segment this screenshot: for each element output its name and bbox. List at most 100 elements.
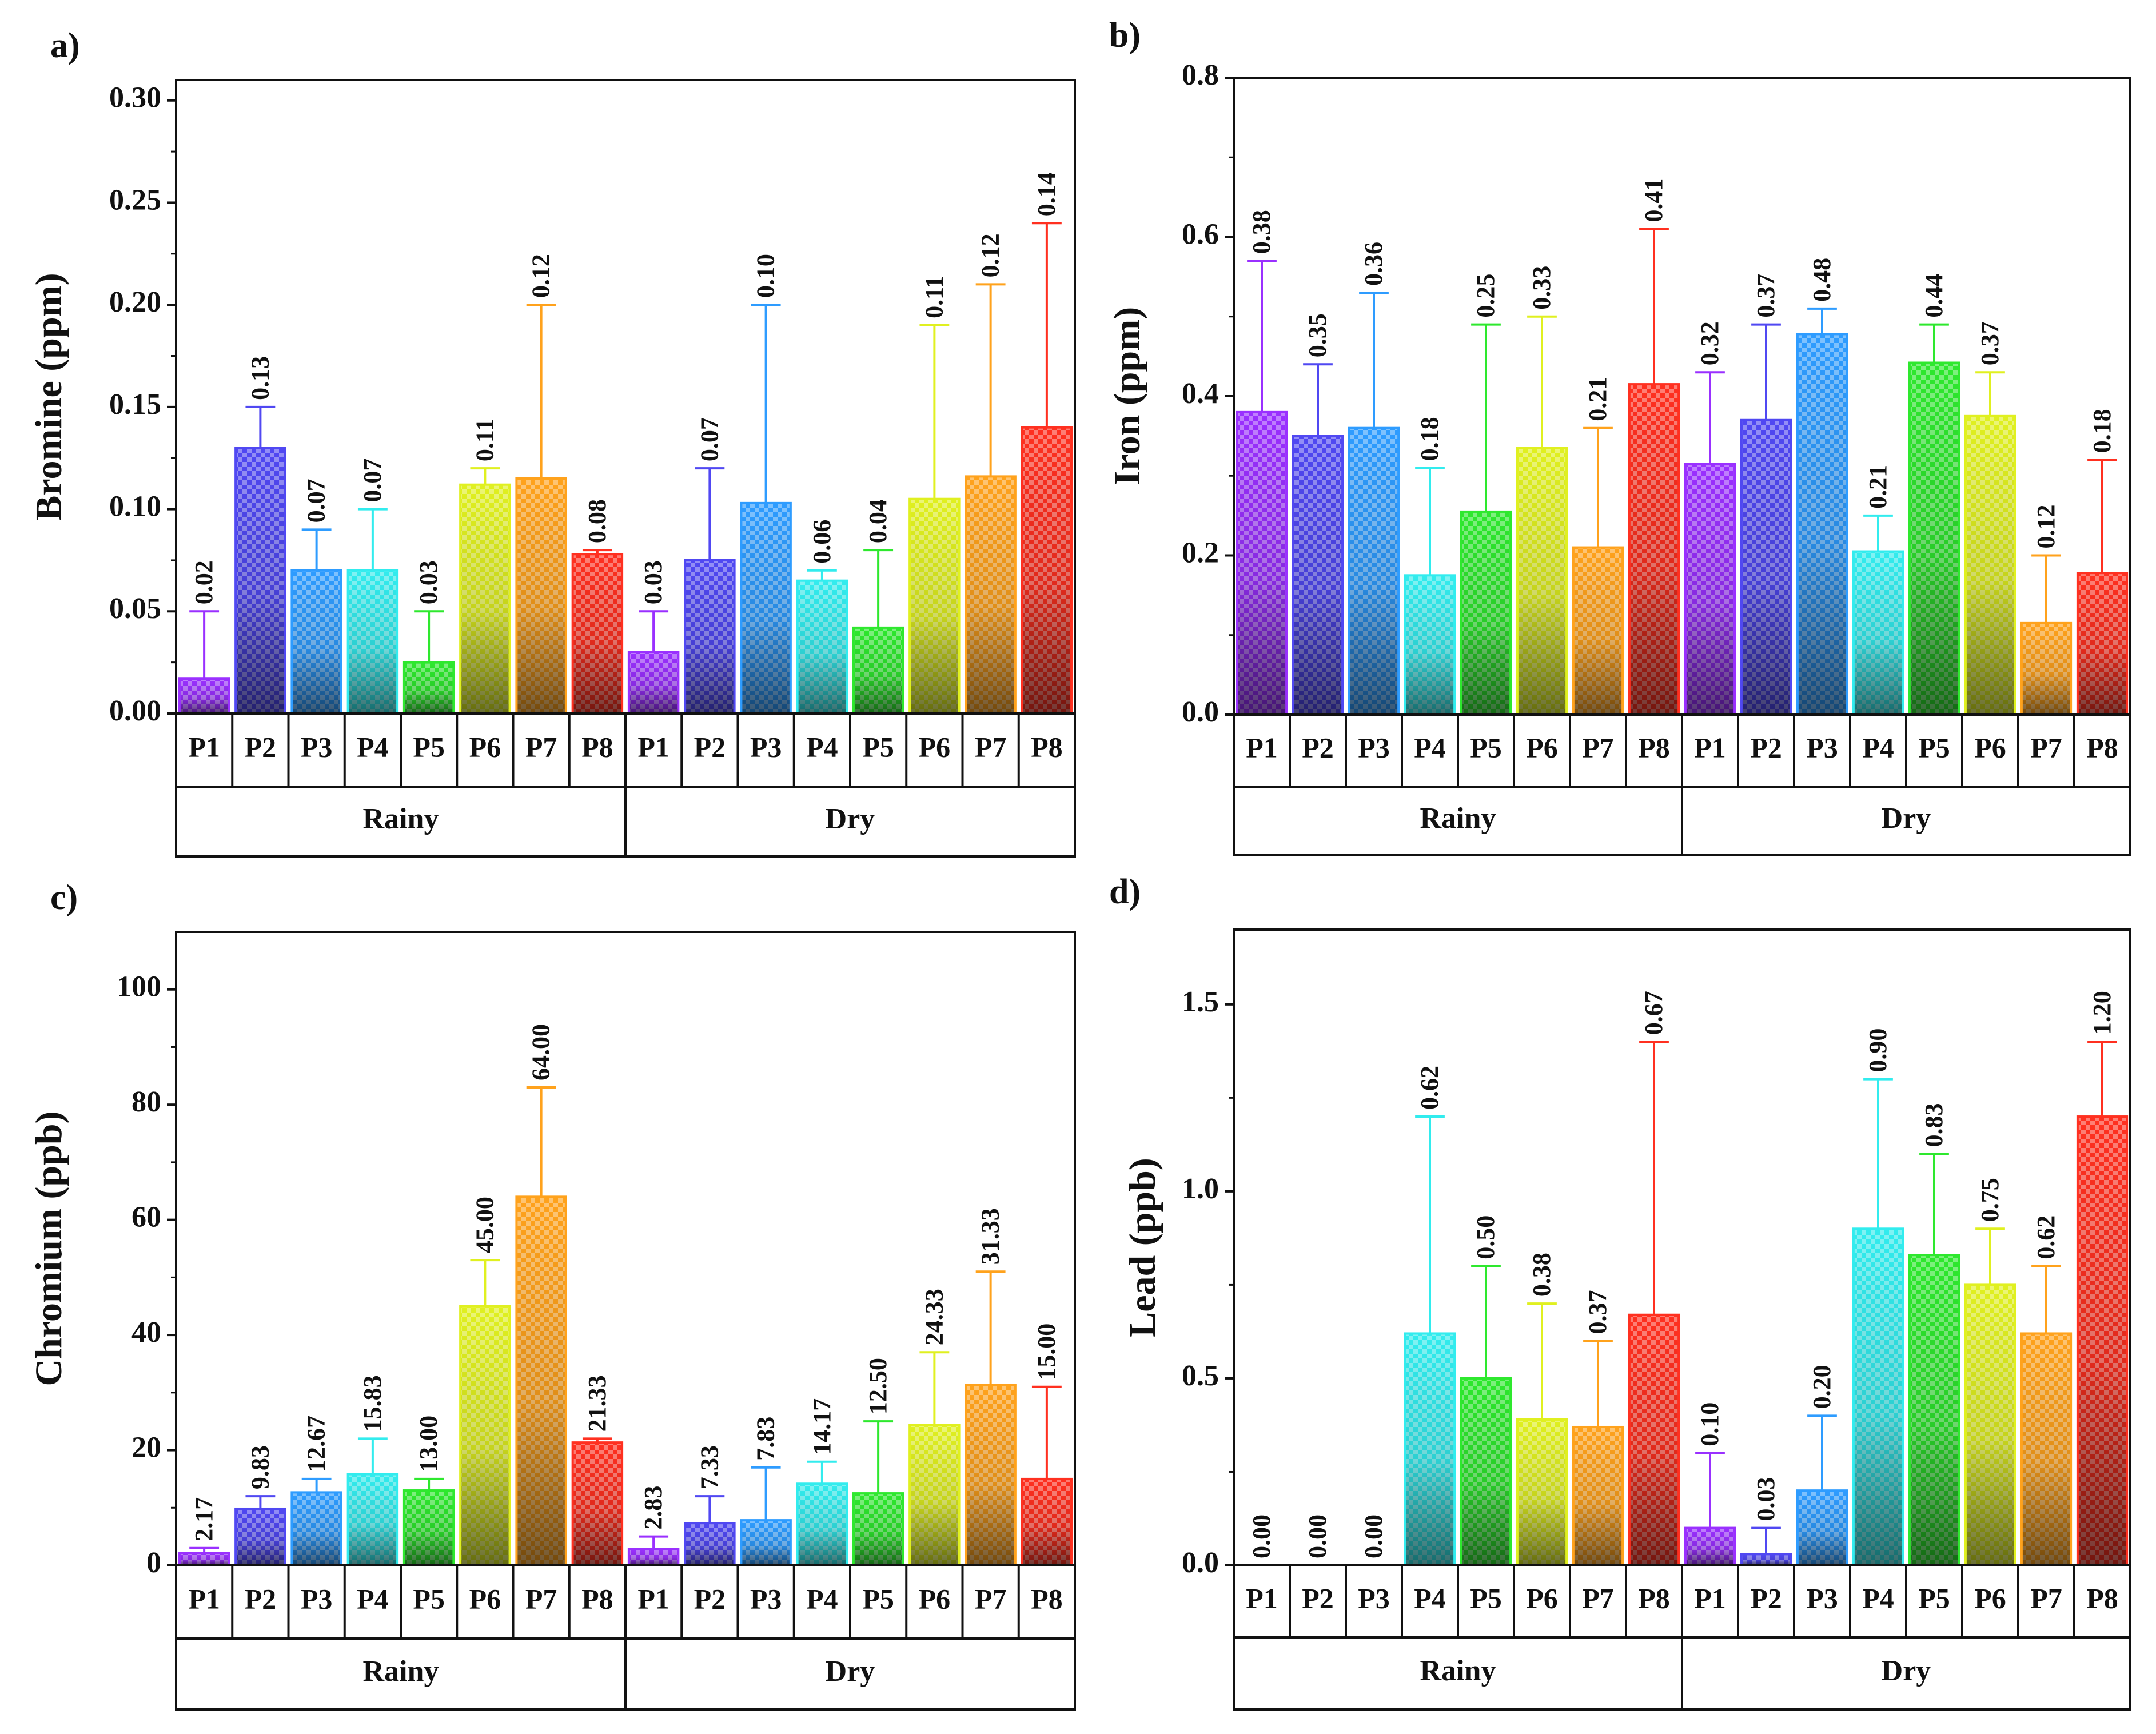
data-label: 45.00 (471, 1197, 499, 1253)
bar-shade-dry-p3 (740, 1519, 792, 1567)
y-tick-label: 0.5 (1182, 1360, 1219, 1392)
bar-shade-rainy-p6 (1516, 1418, 1568, 1566)
x-category-label: P8 (581, 731, 613, 763)
data-label: 0.35 (1304, 313, 1332, 357)
bar-shade-dry-p5 (852, 626, 904, 715)
panel-c: c) Chromium (ppb) 0 20 40 60 80 100 2.17 P1 9.83 P2… (28, 878, 1076, 1711)
bar-shade-rainy-p5 (402, 1489, 455, 1566)
y-tick-label: 60 (131, 1201, 161, 1234)
data-label: 0.04 (864, 499, 892, 543)
panel-b: b) Iron (ppm) 0.0 0.2 0.4 0.6 0.8 0.38 P1 0.35 P2 0… (1106, 16, 2131, 856)
bar-shade-dry-p1 (627, 1548, 680, 1566)
x-category-label: P5 (1470, 731, 1502, 763)
y-tick-label: 0 (146, 1546, 161, 1579)
data-label: 0.37 (1584, 1290, 1612, 1334)
data-label: 0.37 (1976, 321, 2004, 365)
y-tick-label: 0.05 (109, 592, 161, 625)
data-label: 1.20 (2088, 991, 2116, 1035)
x-category-label: P7 (1582, 1582, 1614, 1614)
y-tick-label: 0.20 (109, 286, 161, 318)
bar-shade-dry-p6 (1964, 1283, 2016, 1567)
x-category-label: P4 (1862, 731, 1894, 763)
bar-shade-dry-p3 (1796, 333, 1848, 716)
data-label: 15.83 (358, 1375, 386, 1432)
panel-letter: a) (50, 26, 80, 65)
x-category-label: P1 (1246, 731, 1278, 763)
x-category-label: P4 (357, 1582, 389, 1615)
x-category-label: P8 (1031, 1582, 1063, 1615)
bar-shade-rainy-p1 (178, 1552, 230, 1566)
data-label: 0.67 (1640, 991, 1668, 1035)
data-label: 0.07 (695, 417, 723, 461)
x-category-label: P7 (525, 731, 557, 763)
data-label: 0.10 (752, 254, 780, 298)
bar-shade-rainy-p7 (1572, 546, 1624, 716)
y-tick-label: 0.30 (109, 82, 161, 114)
data-label: 21.33 (583, 1375, 611, 1432)
x-category-label: P2 (1750, 1582, 1782, 1614)
bar-shade-dry-p4 (796, 579, 848, 715)
group-label-dry: Dry (826, 1655, 875, 1688)
data-label: 0.13 (246, 356, 274, 400)
x-category-label: P4 (1414, 731, 1446, 763)
data-label: 15.00 (1033, 1324, 1061, 1380)
y-axis-label: Lead (ppb) (1122, 1158, 1163, 1337)
x-category-label: P8 (2086, 731, 2118, 763)
data-label: 0.07 (302, 479, 330, 523)
bar-shade-dry-p3 (1796, 1489, 1848, 1567)
panel-d: d) Lead (ppb) 0.0 0.5 1.0 1.5 0.00 P1 0.00 P2 0.00… (1109, 872, 2131, 1711)
y-tick-label: 0.25 (109, 184, 161, 216)
x-category-label: P2 (245, 731, 277, 763)
y-axis-label: Bromine (ppm) (28, 273, 70, 520)
data-label: 0.38 (1248, 210, 1276, 254)
x-category-label: P2 (1750, 731, 1782, 763)
y-tick-label: 100 (117, 971, 161, 1003)
y-tick-label: 0.00 (109, 695, 161, 727)
bar-shade-dry-p6 (1964, 414, 2016, 716)
data-label: 0.25 (1472, 274, 1500, 318)
y-tick-label: 0.0 (1182, 696, 1219, 728)
data-label: 0.90 (1864, 1029, 1892, 1073)
bar-shade-dry-p4 (1852, 550, 1904, 716)
bar-shade-rainy-p8 (571, 553, 624, 715)
bar-shade-dry-p2 (1740, 418, 1792, 716)
x-category-label: P3 (301, 1582, 333, 1615)
x-category-label: P3 (750, 1582, 782, 1615)
x-category-label: P7 (2030, 1582, 2062, 1614)
y-tick-label: 0.2 (1182, 536, 1219, 569)
bar-shade-dry-p7 (2020, 621, 2073, 716)
x-category-label: P5 (1918, 1582, 1950, 1614)
data-label: 0.36 (1360, 242, 1388, 286)
bar-shade-rainy-p4 (1404, 1332, 1456, 1566)
x-category-label: P5 (413, 1582, 445, 1615)
x-category-label: P1 (188, 1582, 220, 1615)
x-category-label: P1 (188, 731, 220, 763)
x-category-label: P6 (1526, 1582, 1558, 1614)
y-tick-label: 0.8 (1182, 59, 1219, 91)
bar-shade-rainy-p3 (290, 1491, 342, 1567)
y-tick-label: 0.6 (1182, 218, 1219, 250)
bar-shade-dry-p2 (684, 1522, 736, 1567)
data-label: 0.50 (1472, 1215, 1500, 1259)
bar-shade-dry-p3 (740, 501, 792, 715)
x-category-label: P3 (301, 731, 333, 763)
panel-letter: d) (1109, 872, 1141, 911)
data-label: 0.14 (1033, 172, 1061, 216)
data-label: 0.41 (1640, 178, 1668, 222)
x-category-label: P2 (1302, 1582, 1334, 1614)
x-category-label: P7 (975, 731, 1007, 763)
x-category-label: P6 (469, 731, 501, 763)
x-category-label: P5 (862, 1582, 894, 1615)
y-tick-label: 0.10 (109, 491, 161, 523)
bar-shade-rainy-p1 (1236, 410, 1288, 716)
bar-shade-dry-p5 (852, 1492, 904, 1566)
data-label: 0.08 (583, 499, 611, 543)
data-label: 0.03 (639, 560, 667, 604)
data-label: 0.10 (1696, 1402, 1724, 1446)
bar-shade-dry-p5 (1908, 361, 1960, 716)
x-category-label: P4 (357, 731, 389, 763)
data-label: 31.33 (977, 1208, 1005, 1265)
x-category-label: P1 (637, 731, 669, 763)
bar-shade-rainy-p7 (515, 1195, 567, 1566)
data-label: 0.62 (1416, 1066, 1444, 1110)
